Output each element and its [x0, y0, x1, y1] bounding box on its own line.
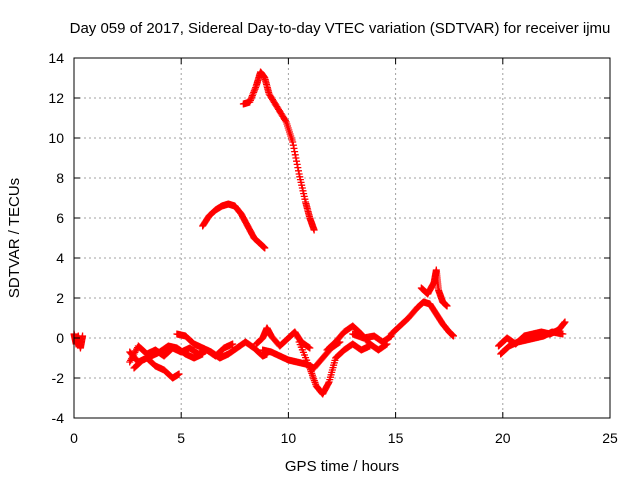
y-tick-label: 6 — [56, 210, 64, 226]
y-tick-label: 14 — [48, 50, 64, 66]
y-tick-label: 8 — [56, 170, 64, 186]
x-tick-label: 0 — [70, 430, 78, 446]
series-pass-15 — [239, 68, 318, 234]
plot-frame — [73, 57, 611, 419]
data-point — [306, 344, 314, 352]
x-tick-label: 10 — [281, 430, 297, 446]
series-pass-07 — [295, 338, 374, 398]
y-tick-label: -4 — [52, 410, 65, 426]
chart-title: Day 059 of 2017, Sidereal Day-to-day VTE… — [70, 20, 611, 37]
y-axis-title: SDTVAR / TECUs — [6, 178, 23, 298]
x-axis-title: GPS time / hours — [285, 458, 399, 475]
x-tick-label: 5 — [177, 430, 185, 446]
series-pass-10 — [387, 298, 457, 340]
y-tick-label: 12 — [48, 90, 64, 106]
series-pass-11 — [417, 266, 451, 310]
data-point — [449, 332, 457, 340]
data-point — [559, 330, 567, 338]
series-pass-14 — [199, 200, 269, 252]
y-tick-label: 4 — [56, 250, 64, 266]
data-point — [175, 370, 183, 378]
data-point — [561, 318, 569, 326]
data-point — [79, 332, 87, 340]
y-tick-label: -2 — [52, 370, 65, 386]
data-point — [199, 350, 207, 358]
x-tick-label: 20 — [495, 430, 511, 446]
data-point — [261, 244, 269, 252]
data-points-layer — [70, 68, 569, 398]
series-pass-13 — [497, 328, 567, 358]
y-tick-label: 10 — [48, 130, 64, 146]
data-point — [310, 226, 318, 234]
x-tick-label: 25 — [602, 430, 618, 446]
y-tick-label: 0 — [56, 330, 64, 346]
series-pass-09 — [349, 330, 395, 346]
y-tick-label: 2 — [56, 290, 64, 306]
series-pass-04 — [173, 330, 271, 362]
data-point — [443, 302, 451, 310]
ticks-layer: 0 5 10 15 20 25 -4 -2 0 2 4 6 8 10 12 14 — [48, 50, 618, 446]
data-point — [229, 340, 237, 348]
data-point — [281, 117, 289, 125]
series-pass-00 — [70, 330, 87, 352]
x-tick-label: 15 — [388, 430, 404, 446]
series-pass-03 — [130, 342, 207, 372]
